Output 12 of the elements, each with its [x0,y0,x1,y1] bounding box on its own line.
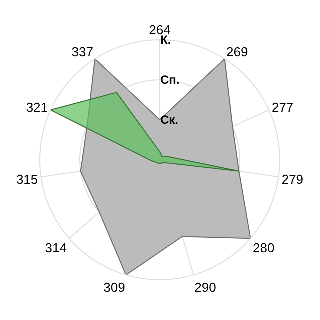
spoke-label: 321 [26,100,48,115]
spoke-label: 277 [272,100,294,115]
spoke-label: 290 [194,280,216,295]
spoke-label: 315 [16,172,38,187]
spoke-label: 337 [72,44,94,60]
spoke-label: 280 [253,240,275,256]
spoke-label: 279 [282,172,304,187]
spoke-label: 314 [45,240,67,256]
y-tick-label: Сп. [160,72,180,87]
spoke-label: 269 [226,44,248,60]
y-tick-label: Ск. [160,112,179,127]
spoke-label: 309 [104,280,126,295]
